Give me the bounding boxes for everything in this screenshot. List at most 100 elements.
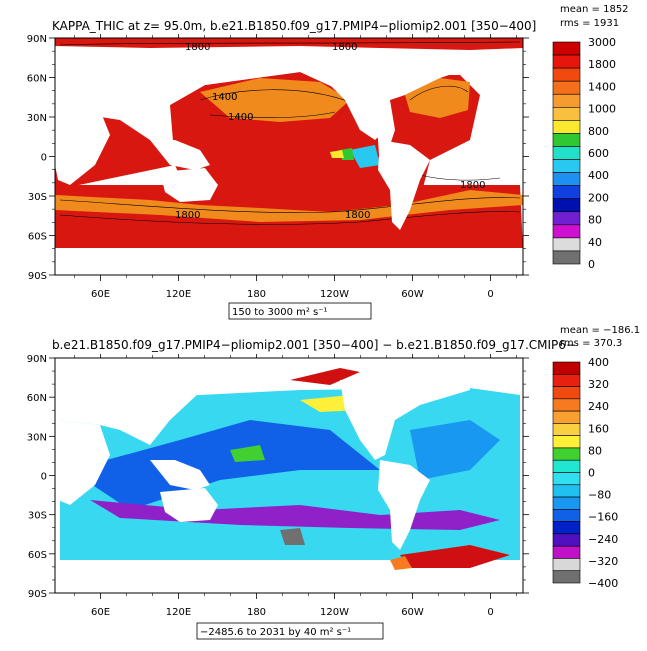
colorbar-swatch <box>552 447 581 461</box>
ocean-bottom-orange-south <box>390 556 412 570</box>
colorbar-swatch <box>552 435 581 449</box>
colorbar-label: 400 <box>588 169 609 182</box>
ocean-top-eq-cyan <box>350 145 380 168</box>
colorbar-swatch <box>552 198 581 213</box>
x-tick-label: 120E <box>166 289 191 300</box>
colorbar-label: 0 <box>588 467 595 480</box>
colorbar-label: 240 <box>588 400 609 413</box>
x-tick-label: 0 <box>487 607 493 618</box>
contour-6 <box>59 41 521 46</box>
colorbar-label: 0 <box>588 258 595 271</box>
land-bottom-samerica <box>378 460 430 550</box>
colorbar-swatch <box>552 373 581 387</box>
colorbar-swatch <box>552 211 581 226</box>
y-tick-label: 60S <box>28 550 47 561</box>
land-top <box>55 50 523 275</box>
title-bottom: b.e21.B1850.f09_g17.PMIP4−pliomip2.001 [… <box>52 338 576 352</box>
colorbar-swatch <box>552 423 581 436</box>
colorbar-swatch <box>552 133 581 147</box>
x-tick-label: 120W <box>320 607 349 618</box>
x-tick-label: 60W <box>401 607 424 618</box>
land-top-namerica <box>325 55 470 140</box>
colorbar-swatch <box>552 146 581 160</box>
contour-1 <box>59 197 521 213</box>
ocean-bottom-grey <box>280 528 305 545</box>
y-tick-label: 90S <box>28 271 47 282</box>
colorbar-swatch <box>552 185 581 200</box>
axes-bottom: 60E 120E 180 120W 60W 0 90N 60N 30N 0 30S 60S 90S <box>27 354 529 618</box>
x-tick-label: 120W <box>320 289 349 300</box>
colorbar-swatch <box>552 472 581 486</box>
stat-bottom-rms: rms = 370.3 <box>560 338 622 349</box>
colorbar-swatch <box>552 159 581 173</box>
contour-7 <box>419 174 501 181</box>
colorbar-label: 320 <box>588 378 609 391</box>
contour-label-3: 1400 <box>212 92 237 103</box>
colorbar-label: 400 <box>588 356 609 369</box>
colorbar-swatch <box>552 509 581 522</box>
colorbar-label: 160 <box>588 422 609 435</box>
colorbar-label: 800 <box>588 125 609 138</box>
land-bottom <box>55 358 523 593</box>
colorbar-label: 200 <box>588 191 609 204</box>
x-tick-label: 60W <box>401 289 424 300</box>
stat-top-rms: rms = 1931 <box>560 18 619 29</box>
colorbar-label: −160 <box>588 511 618 524</box>
colorbar-bottom: 400 320 240 160 80 0 −80 −160 −240 −320 −400 <box>552 356 618 590</box>
land-top-samerica <box>378 140 430 230</box>
colorbar-label: 1000 <box>588 103 616 116</box>
y-tick-label: 60N <box>27 74 47 85</box>
colorbar-swatch <box>552 521 581 535</box>
colorbar-swatch <box>552 484 581 498</box>
x-tick-label: 120E <box>166 607 191 618</box>
land-bottom-maritime <box>150 460 210 490</box>
ocean-top-np-warm <box>200 78 350 122</box>
range-box-bottom <box>196 622 384 640</box>
ocean-top-eq-yellow <box>330 150 344 158</box>
colorbar-swatch <box>552 172 581 186</box>
ocean-bottom-red-arctic <box>290 368 360 385</box>
y-tick-label: 0 <box>41 472 47 483</box>
y-tick-label: 30S <box>28 511 47 522</box>
y-tick-label: 90N <box>27 34 47 45</box>
land-top-antarctica <box>55 248 523 275</box>
colorbar-swatch <box>552 361 581 375</box>
contour-label-4: 1400 <box>228 112 253 123</box>
contour-2 <box>59 211 521 225</box>
ocean-bottom-green <box>230 445 265 462</box>
colorbar-swatch <box>552 224 581 239</box>
map-top: 1800 1800 1400 1400 1800 1800 1800 <box>55 38 523 275</box>
colorbar-label: 40 <box>588 236 602 249</box>
contour-5 <box>409 85 469 101</box>
panel-top: KAPPA_THIC at z= 95.0m, b.e21.B1850.f09_… <box>27 4 629 320</box>
colorbar-swatch <box>552 558 581 572</box>
land-bottom-namerica <box>340 375 470 460</box>
land-top-africa <box>55 108 110 185</box>
panel-bottom: b.e21.B1850.f09_g17.PMIP4−pliomip2.001 [… <box>27 325 640 640</box>
colorbar-swatch <box>552 570 581 584</box>
colorbar-swatch <box>552 80 581 95</box>
colorbar-swatch <box>552 386 581 400</box>
colorbar-label: 80 <box>588 444 602 457</box>
contour-labels-top: 1800 1800 1400 1400 1800 1800 1800 <box>175 42 485 221</box>
land-top-maritime <box>150 140 210 170</box>
ocean-top-na-warm <box>405 78 470 118</box>
colorbar-label: −400 <box>588 577 618 590</box>
title-top: KAPPA_THIC at z= 95.0m, b.e21.B1850.f09_… <box>52 19 536 33</box>
y-tick-label: 30N <box>27 113 47 124</box>
colorbar-label: 80 <box>588 214 602 227</box>
colorbar-swatch <box>552 237 581 252</box>
map-bottom <box>55 358 523 593</box>
range-label-bottom: −2485.6 to 2031 by 40 m² s⁻¹ <box>200 627 351 638</box>
land-bottom-africa <box>55 420 110 505</box>
colorbar-label: 3000 <box>588 36 616 49</box>
x-tick-label: 180 <box>247 607 266 618</box>
y-tick-label: 60N <box>27 393 47 404</box>
colorbar-swatch <box>552 250 581 265</box>
colorbar-swatch <box>552 120 581 134</box>
land-bottom-antarctica <box>55 570 523 593</box>
contour-label-2: 1800 <box>332 42 357 53</box>
x-tick-label: 180 <box>247 289 266 300</box>
